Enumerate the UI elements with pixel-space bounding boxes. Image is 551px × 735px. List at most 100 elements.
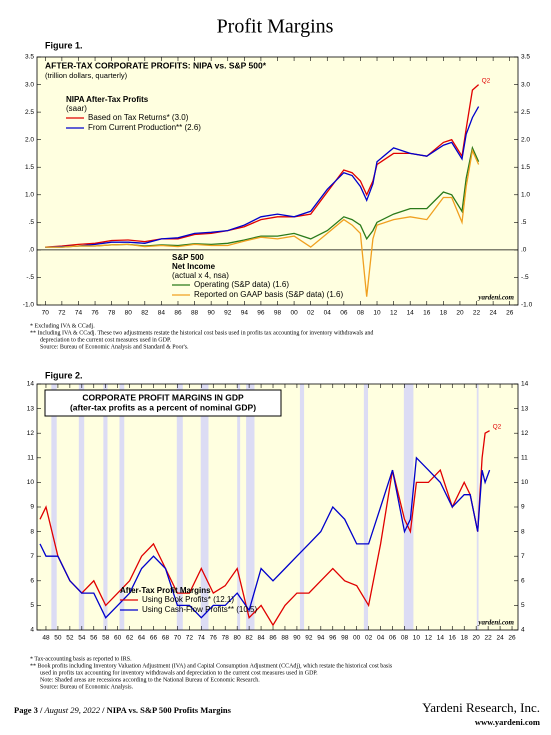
x-tick-label: 16: [449, 635, 457, 642]
y-tick-label-right: 3.5: [521, 54, 530, 61]
x-tick-label: 56: [90, 635, 98, 642]
y-tick-label: 8: [30, 528, 34, 535]
x-tick-label: 58: [102, 635, 110, 642]
recession-band: [78, 384, 85, 630]
x-tick-label: 86: [174, 310, 182, 317]
recession-band: [176, 384, 183, 630]
x-tick-label: 52: [66, 635, 74, 642]
x-tick-label: 78: [222, 635, 230, 642]
footnote: Source: Bureau of Economic Analysis.: [40, 683, 134, 690]
x-tick-label: 92: [224, 310, 232, 317]
footnote: ** Including IVA & CCadj. These two adju…: [30, 329, 373, 336]
recession-band: [200, 384, 209, 630]
page-title: Profit Margins: [217, 16, 334, 38]
annotation: Q2: [482, 77, 491, 84]
x-tick-label: 12: [425, 635, 433, 642]
y-tick-label: -1.0: [23, 302, 35, 309]
y-tick-label: 5: [30, 602, 34, 609]
y-tick-label-right: 3.0: [521, 81, 530, 88]
y-tick-label: .0: [29, 247, 35, 254]
legend-heading: S&P 500: [172, 253, 204, 262]
y-tick-label-right: 5: [521, 602, 525, 609]
chart-subtitle: (trillion dollars, quarterly): [45, 71, 128, 80]
x-tick-label: 78: [108, 310, 116, 317]
x-tick-label: 94: [241, 310, 249, 317]
y-tick-label: 3.0: [25, 81, 34, 88]
legend-label: Based on Tax Returns* (3.0): [88, 113, 189, 122]
x-tick-label: 18: [440, 310, 448, 317]
footnote: used in profits tax accounting for inven…: [40, 669, 318, 676]
y-tick-label: 4: [30, 627, 34, 634]
footer-company: Yardeni Research, Inc.: [422, 700, 540, 715]
x-tick-label: 98: [274, 310, 282, 317]
x-tick-label: 06: [389, 635, 397, 642]
x-tick-label: 48: [42, 635, 50, 642]
legend-heading: After-Tax Profit Margins: [120, 586, 211, 595]
x-tick-label: 76: [91, 310, 99, 317]
figure-label: Figure 2.: [45, 370, 83, 380]
x-tick-label: 92: [305, 635, 313, 642]
footnote: * Excluding IVA & CCadj.: [30, 323, 95, 329]
chart-title: AFTER-TAX CORPORATE PROFITS: NIPA vs. S&…: [45, 60, 267, 70]
y-tick-label: 2.0: [25, 136, 34, 143]
x-tick-label: 84: [158, 310, 166, 317]
series-line: [45, 106, 480, 248]
y-tick-label-right: 6: [521, 578, 525, 585]
x-tick-label: 84: [257, 635, 265, 642]
recession-band: [103, 384, 108, 630]
y-tick-label-right: 13: [521, 405, 529, 412]
y-tick-label-right: 8: [521, 528, 525, 535]
recession-band: [299, 384, 305, 630]
x-tick-label: 14: [437, 635, 445, 642]
x-tick-label: 08: [401, 635, 409, 642]
y-tick-label-right: 14: [521, 381, 529, 388]
recession-band: [246, 384, 255, 630]
x-tick-label: 88: [191, 310, 199, 317]
x-tick-label: 60: [114, 635, 122, 642]
x-tick-label: 74: [75, 310, 83, 317]
x-tick-label: 02: [365, 635, 373, 642]
recession-band: [403, 384, 414, 630]
title-box: [44, 389, 282, 417]
recession-band: [119, 384, 125, 630]
y-tick-label-right: 2.5: [521, 109, 530, 116]
legend-heading: (actual x 4, nsa): [172, 271, 229, 280]
y-tick-label: 13: [27, 405, 35, 412]
x-tick-label: 24: [490, 310, 498, 317]
legend-label: Operating (S&P data) (1.6): [194, 280, 289, 289]
x-tick-label: 64: [138, 635, 146, 642]
legend-heading: Net Income: [172, 262, 216, 271]
x-tick-label: 80: [125, 310, 133, 317]
footnote: Source: Bureau of Economic Analysis and …: [40, 343, 189, 350]
x-tick-label: 82: [246, 635, 254, 642]
recession-band: [51, 384, 57, 630]
x-tick-label: 70: [174, 635, 182, 642]
y-tick-label-right: 9: [521, 504, 525, 511]
chart-subtitle: (after-tax profits as a percent of nomin…: [70, 402, 256, 412]
y-tick-label-right: .0: [521, 247, 527, 254]
y-tick-label: .5: [29, 219, 35, 226]
legend-label: Reported on GAAP basis (S&P data) (1.6): [194, 290, 343, 299]
y-tick-label: 9: [30, 504, 34, 511]
y-tick-label: 6: [30, 578, 34, 585]
footer-date: August 29, 2022: [43, 705, 100, 715]
chart-title: CORPORATE PROFIT MARGINS IN GDP: [82, 392, 244, 402]
y-tick-label: 3.5: [25, 54, 34, 61]
y-tick-label: 1.0: [25, 191, 34, 198]
x-tick-label: 14: [407, 310, 415, 317]
figure-label: Figure 1.: [45, 40, 83, 50]
x-tick-label: 18: [461, 635, 469, 642]
recession-band: [476, 384, 479, 630]
y-tick-label: 14: [27, 381, 35, 388]
plot-background: [37, 57, 518, 305]
x-tick-label: 70: [42, 310, 50, 317]
footnote: Note: Shaded areas are recessions accord…: [40, 676, 260, 683]
x-tick-label: 20: [456, 310, 464, 317]
legend-label: Using Cash-Flow Profits** (10.5): [142, 605, 257, 614]
y-tick-label-right: .5: [521, 219, 527, 226]
y-tick-label-right: 4: [521, 627, 525, 634]
y-tick-label: 2.5: [25, 109, 34, 116]
watermark: yardeni.com: [477, 619, 514, 627]
series-line: [39, 430, 490, 627]
